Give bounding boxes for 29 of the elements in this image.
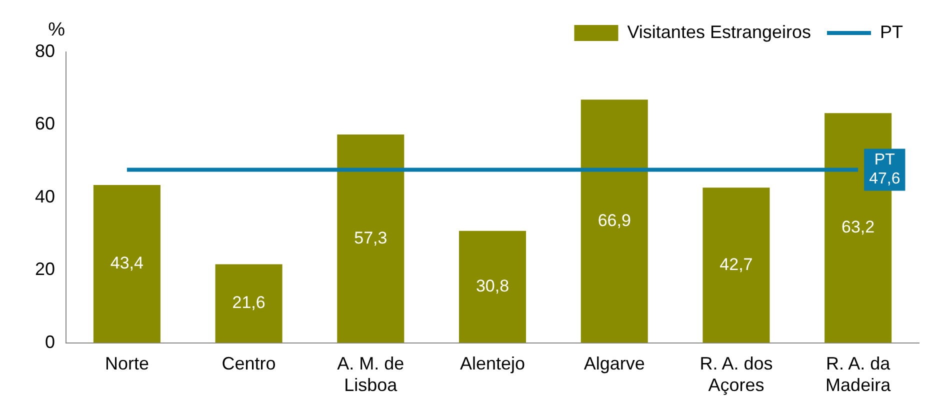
legend-label: Visitantes Estrangeiros: [627, 22, 812, 42]
bar: [580, 100, 648, 343]
annotation: PT 47,6: [869, 152, 900, 188]
y-tick-label: 60: [34, 114, 56, 134]
data-label: 21,6: [232, 293, 266, 312]
data-label: 66,9: [598, 210, 631, 230]
y-tick-label: 0: [45, 332, 56, 352]
bar: [459, 230, 526, 343]
data-label: 30,8: [476, 276, 510, 296]
data-label: 57,3: [354, 228, 388, 248]
x-tick-label: R. A. da Madeira: [826, 354, 892, 396]
y-tick-label: 80: [34, 40, 56, 61]
data-label: 43,4: [110, 254, 144, 273]
y-tick-label: 20: [34, 259, 56, 280]
data-label: 63,2: [842, 218, 875, 237]
x-tick-label: Algarve: [584, 354, 645, 374]
x-tick-label: Norte: [104, 354, 149, 374]
bar: [702, 188, 770, 343]
y-tick-label: 40: [34, 186, 56, 206]
y-axis-title: %: [48, 20, 66, 41]
legend-label: PT: [880, 22, 904, 42]
x-tick-label: Alentejo: [460, 354, 526, 374]
bar: [93, 185, 160, 343]
bar: [215, 264, 282, 343]
x-tick-label: A. M. de Lisboa: [337, 354, 404, 396]
bar: [337, 134, 404, 343]
x-tick-label: Centro: [222, 354, 276, 374]
x-tick-label: R. A. dos Açores: [700, 354, 773, 396]
data-label: 42,7: [720, 254, 753, 274]
